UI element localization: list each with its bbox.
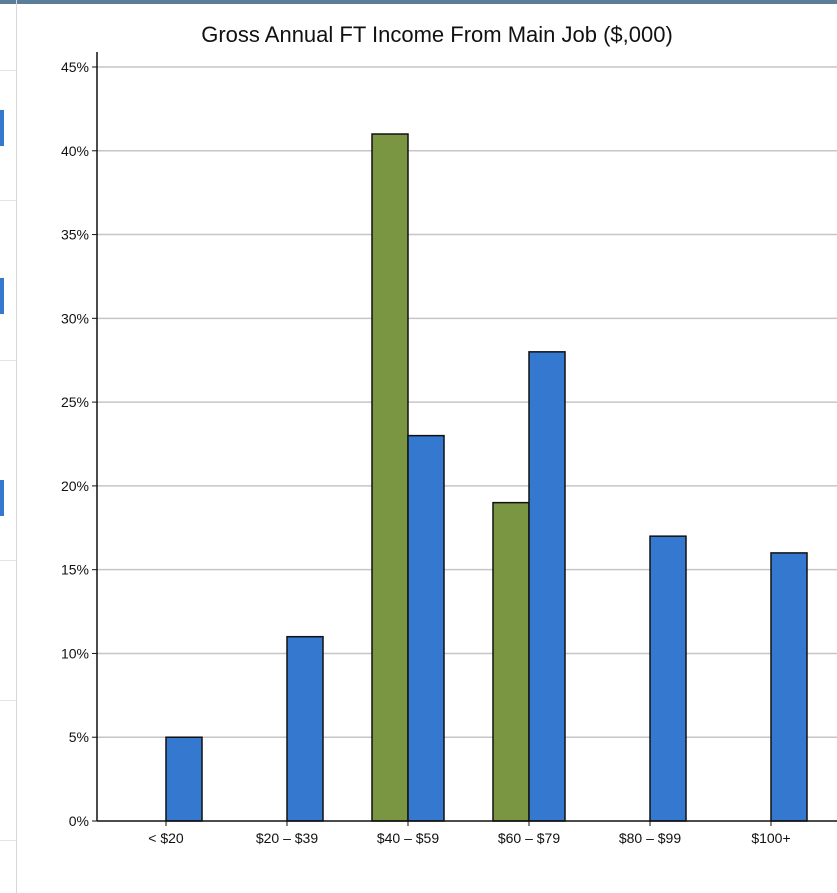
panel-divider xyxy=(0,360,16,361)
y-tick-label: 0% xyxy=(69,813,89,829)
x-tick-label: $60 – $79 xyxy=(498,830,560,846)
y-tick-label: 20% xyxy=(61,478,89,494)
bar xyxy=(371,133,409,822)
x-tick-label: $80 – $99 xyxy=(619,830,681,846)
y-tick-label: 15% xyxy=(61,562,89,578)
bar xyxy=(770,552,808,822)
bar xyxy=(407,434,445,822)
side-tab-marker xyxy=(0,278,4,314)
bar xyxy=(286,635,324,822)
y-tick-label: 35% xyxy=(61,227,89,243)
bar xyxy=(649,535,687,822)
y-tick-label: 30% xyxy=(61,310,89,326)
bars xyxy=(165,133,808,822)
panel-divider xyxy=(0,700,16,701)
panel-divider xyxy=(0,200,16,201)
axes xyxy=(92,52,837,826)
x-axis-tick-labels: < $20 $20 – $39 $40 – $59 $60 – $79 $80 – $9… xyxy=(148,830,790,846)
panel-divider xyxy=(0,560,16,561)
x-tick-label: $40 – $59 xyxy=(377,830,439,846)
side-tab-marker xyxy=(0,110,4,146)
y-tick-label: 40% xyxy=(61,143,89,159)
chart-title: Gross Annual FT Income From Main Job ($,… xyxy=(201,22,673,47)
y-tick-label: 25% xyxy=(61,394,89,410)
y-axis-tick-labels: 0% 5% 10% 15% 20% 25% 30% 35% 40% 45% xyxy=(61,59,89,829)
panel-divider xyxy=(0,840,16,841)
panel-divider xyxy=(0,70,16,71)
bar xyxy=(528,351,566,822)
x-tick-label: < $20 xyxy=(148,830,184,846)
y-tick-label: 5% xyxy=(69,729,89,745)
y-tick-label: 45% xyxy=(61,59,89,75)
x-tick-label: $20 – $39 xyxy=(256,830,318,846)
x-tick-label: $100+ xyxy=(751,830,790,846)
bar xyxy=(492,501,530,822)
top-rule xyxy=(0,0,837,4)
y-tick-label: 10% xyxy=(61,645,89,661)
gridlines xyxy=(97,66,837,738)
bar xyxy=(165,736,203,822)
side-tab-marker xyxy=(0,480,4,516)
left-panel-edge xyxy=(0,0,17,893)
